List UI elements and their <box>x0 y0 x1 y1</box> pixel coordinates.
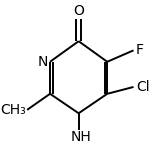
Text: N: N <box>37 55 48 69</box>
Text: F: F <box>136 43 144 57</box>
Text: Cl: Cl <box>136 80 149 94</box>
Text: O: O <box>73 4 84 18</box>
Text: NH: NH <box>71 130 91 144</box>
Text: CH₃: CH₃ <box>0 103 26 117</box>
